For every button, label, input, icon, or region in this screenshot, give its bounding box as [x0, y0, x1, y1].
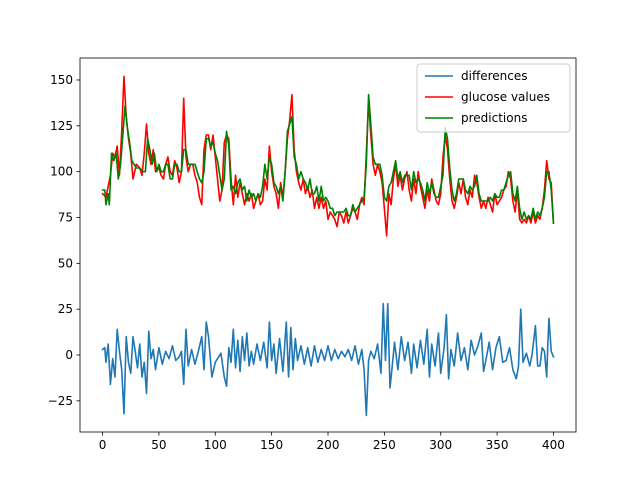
y-tick-label: 50	[58, 256, 73, 270]
legend-label: predictions	[461, 111, 527, 125]
x-tick-label: 350	[486, 438, 509, 452]
x-tick-label: 300	[429, 438, 452, 452]
legend-label: differences	[461, 69, 528, 83]
x-tick-label: 400	[542, 438, 565, 452]
legend: differences glucose values predictions	[416, 63, 571, 133]
x-tick-label: 200	[317, 438, 340, 452]
x-tick-label: 150	[260, 438, 283, 452]
x-tick-label: 100	[204, 438, 227, 452]
legend-box	[416, 63, 571, 133]
series-line-predictions	[101, 93, 555, 224]
y-tick-label: 100	[50, 165, 73, 179]
x-tick-label: 0	[99, 438, 107, 452]
y-tick-label: 25	[58, 302, 73, 316]
y-tick-label: 0	[65, 348, 73, 362]
legend-label: glucose values	[461, 90, 550, 104]
axes-layer: 0 50 100 150 200 250 300 350 400 −25 0 25 50 75 100 125…	[48, 57, 577, 452]
x-tick-label: 50	[151, 438, 166, 452]
y-tick-label: −25	[48, 394, 73, 408]
y-tick-label: 75	[58, 211, 73, 225]
y-tick-label: 125	[50, 119, 73, 133]
x-tick-label: 250	[373, 438, 396, 452]
y-tick-label: 150	[50, 73, 73, 87]
series-layer	[101, 75, 555, 417]
series-line-differences	[101, 302, 555, 417]
